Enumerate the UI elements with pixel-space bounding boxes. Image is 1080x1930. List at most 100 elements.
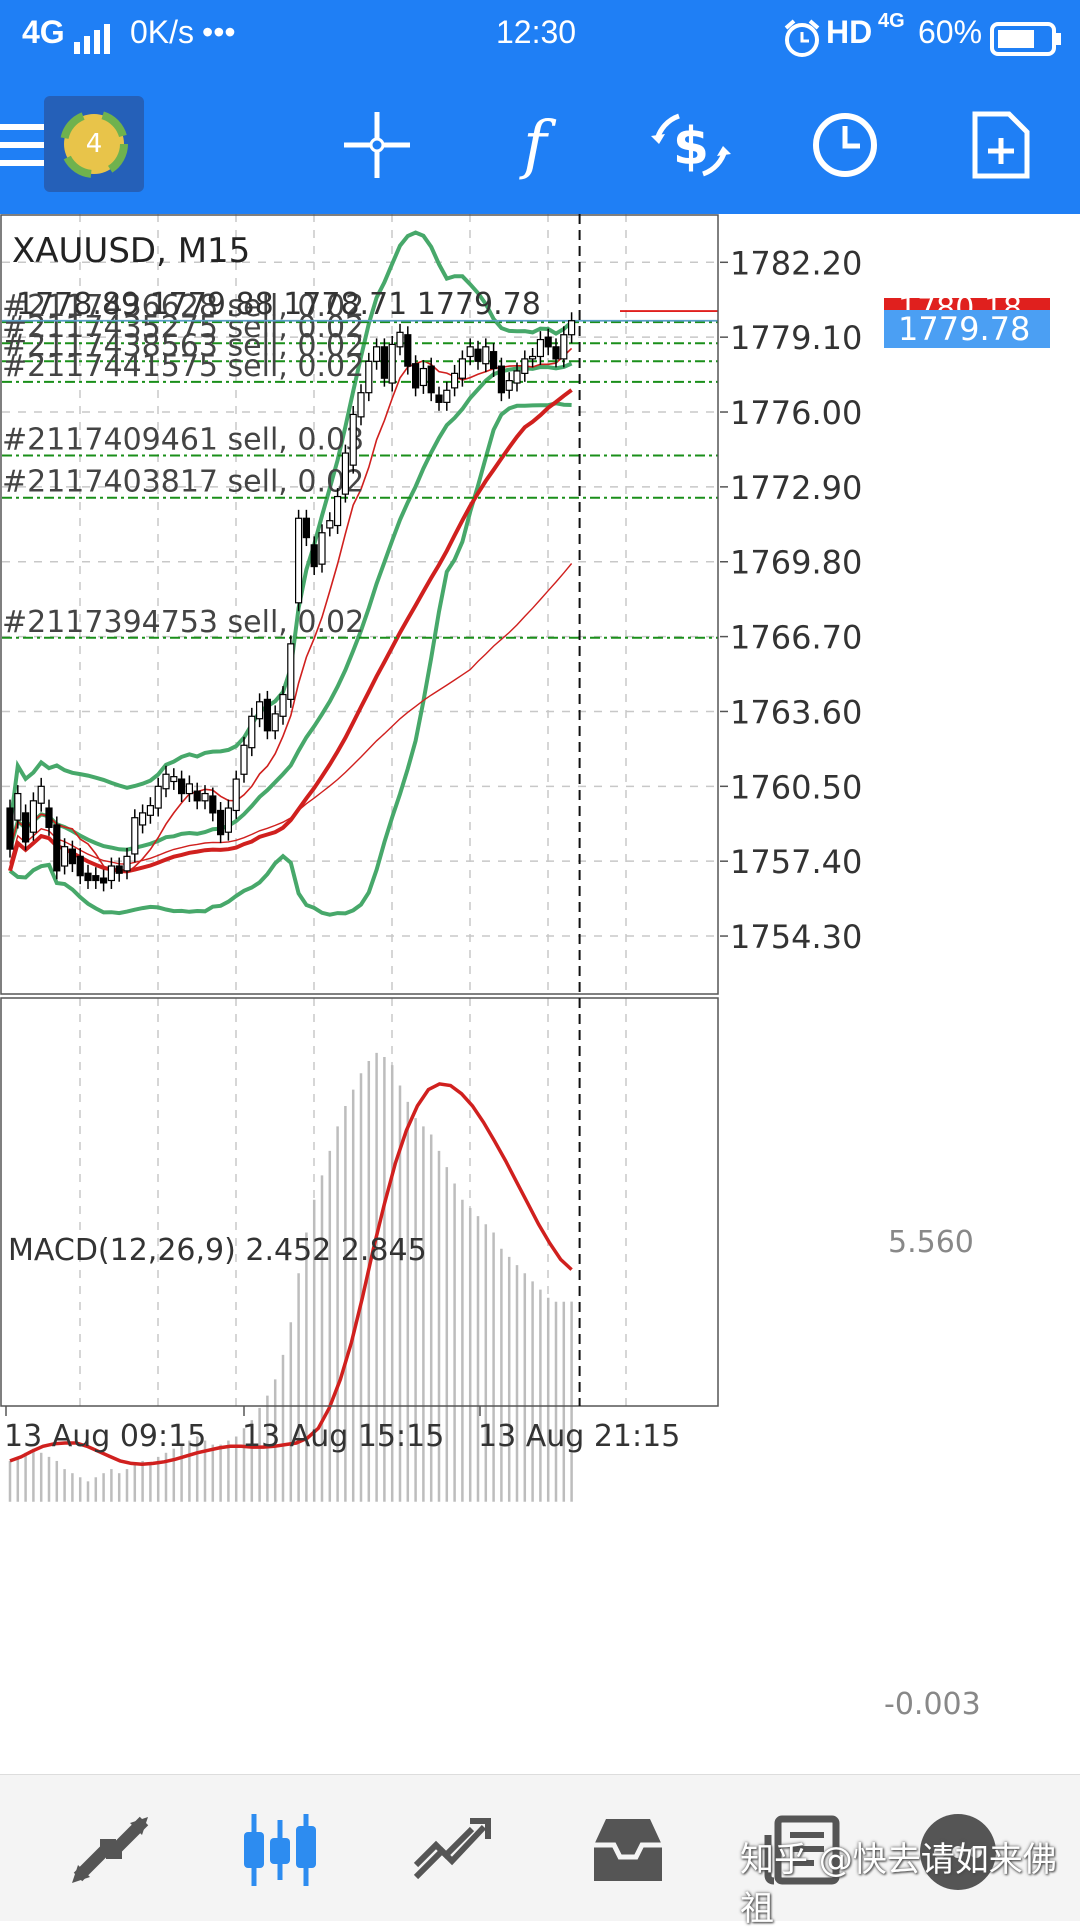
candle-body: [178, 778, 186, 795]
price-tick-label: 1766.70: [730, 619, 862, 657]
price-axis: 1782.20 1779.10 1776.00 1772.90 1769.80 1766.…: [720, 244, 862, 956]
order-label: #2117409461 sell, 0.03: [2, 422, 364, 457]
price-tick-label: 1769.80: [730, 544, 862, 582]
status-bar: 4G 0K/s ••• 12:30 HD 4G 60%: [0, 0, 1080, 76]
candle-body: [263, 698, 271, 732]
price-tick-label: 1757.40: [730, 843, 862, 881]
svg-text:4: 4: [86, 129, 103, 159]
ma-slow: [8, 388, 573, 874]
crosshair-icon[interactable]: [322, 90, 432, 200]
bollinger-middle: [8, 361, 573, 852]
candle-body: [76, 855, 84, 877]
candle-body: [131, 817, 139, 855]
macd-label: MACD(12,26,9) 2.452 2.845: [8, 1233, 427, 1268]
price-tick-label: 1760.50: [730, 768, 862, 806]
candle-body: [513, 370, 521, 384]
price-tick-label: 1779.10: [730, 319, 862, 357]
candle-body: [224, 807, 232, 833]
function-icon[interactable]: f: [480, 90, 590, 200]
bottom-navigation: [0, 1774, 1080, 1921]
candle-body: [217, 809, 225, 836]
candle-body: [6, 807, 14, 850]
network-type: 4G: [22, 14, 65, 50]
time-label: 13 Aug 15:15: [242, 1419, 444, 1454]
candle-body: [99, 877, 108, 884]
candle-body: [567, 320, 576, 336]
candle-body: [92, 875, 100, 882]
app-logo-icon[interactable]: 4: [44, 96, 144, 192]
order-label: #2117436628 sell, 0.02: [2, 289, 364, 324]
symbol-label: XAUUSD, M15: [12, 231, 250, 271]
candle-body: [115, 865, 123, 874]
candle-body: [271, 713, 279, 732]
candle-body: [443, 389, 451, 403]
candle-body: [435, 394, 443, 403]
candle-body: [154, 785, 162, 809]
macd-panel-border: [0, 997, 719, 1407]
candle-body: [326, 520, 334, 529]
candle-body: [357, 392, 365, 418]
bid-price-tag: [884, 310, 1050, 348]
candle-body: [37, 785, 45, 804]
candle-body: [146, 805, 154, 816]
price-chart[interactable]: #2117436628 sell, 0.02#2117435275 sell, …: [0, 214, 1080, 1774]
macd-signal-line: [9, 1082, 573, 1466]
candle-body: [560, 334, 568, 360]
order-lines: #2117436628 sell, 0.02#2117435275 sell, …: [2, 289, 718, 640]
menu-icon[interactable]: [0, 90, 82, 200]
candle-body: [318, 532, 326, 565]
time-axis: 13 Aug 09:15 13 Aug 15:15 13 Aug 21:15: [4, 1406, 680, 1454]
candle-body: [451, 372, 459, 389]
macd-min-label: -0.003: [884, 1687, 981, 1722]
candle-body: [521, 358, 529, 374]
svg-text:f: f: [519, 110, 557, 180]
candle-body: [536, 338, 545, 358]
quotes-icon[interactable]: [60, 1805, 160, 1895]
hd-badge: HD: [826, 14, 873, 50]
chart-icon[interactable]: [230, 1805, 330, 1895]
messages-icon[interactable]: [908, 1805, 1008, 1895]
order-label: #2117438563 sell, 0.02: [2, 328, 364, 363]
candle-body: [240, 744, 248, 775]
signal-icon: [74, 24, 114, 58]
price-tick-label: 1776.00: [730, 394, 862, 432]
candle-body: [373, 346, 381, 362]
candle-body: [29, 800, 37, 833]
time-label: 13 Aug 09:15: [4, 1419, 206, 1454]
trade-icon[interactable]: [402, 1805, 502, 1895]
ma-long: [9, 563, 573, 865]
candle-body: [482, 346, 490, 365]
candle-body: [139, 812, 147, 826]
currency-icon[interactable]: $: [636, 90, 746, 200]
order-label: #2117394753 sell, 0.02: [2, 605, 364, 640]
news-icon[interactable]: [754, 1805, 854, 1895]
price-tick-label: 1754.30: [730, 918, 862, 956]
new-order-icon[interactable]: [946, 90, 1056, 200]
candle-body: [256, 701, 264, 720]
moving-averages: [8, 347, 573, 874]
net-speed: 0K/s: [130, 14, 195, 50]
candle-body: [232, 778, 240, 812]
candle-body: [209, 795, 217, 814]
candle-body: [107, 865, 116, 882]
candle-body: [302, 517, 310, 539]
bollinger-lower: [8, 401, 572, 917]
main-panel-border: [0, 214, 719, 995]
watermark: 知乎 @快去请如来佛祖: [740, 1840, 1057, 1929]
candle-body: [22, 812, 30, 843]
order-label: #2117435275 sell, 0.02: [2, 310, 364, 345]
more-dots: •••: [202, 14, 236, 50]
candle-body: [84, 872, 92, 882]
clock-icon[interactable]: [790, 90, 900, 200]
candle-body: [544, 336, 552, 348]
battery-icon: [990, 22, 1062, 60]
price-tick-label: 1772.90: [730, 469, 862, 507]
order-label: #2117403817 sell, 0.02: [2, 465, 364, 500]
history-icon[interactable]: [578, 1805, 678, 1895]
candle-body: [365, 360, 373, 394]
candle-body: [53, 824, 61, 872]
candle-body: [193, 790, 201, 802]
time-label: 13 Aug 21:15: [478, 1419, 680, 1454]
candle-body: [412, 363, 420, 389]
chart-labels: XAUUSD, M15 1778.89 1779.88 1778.71 1779…: [8, 231, 981, 1722]
